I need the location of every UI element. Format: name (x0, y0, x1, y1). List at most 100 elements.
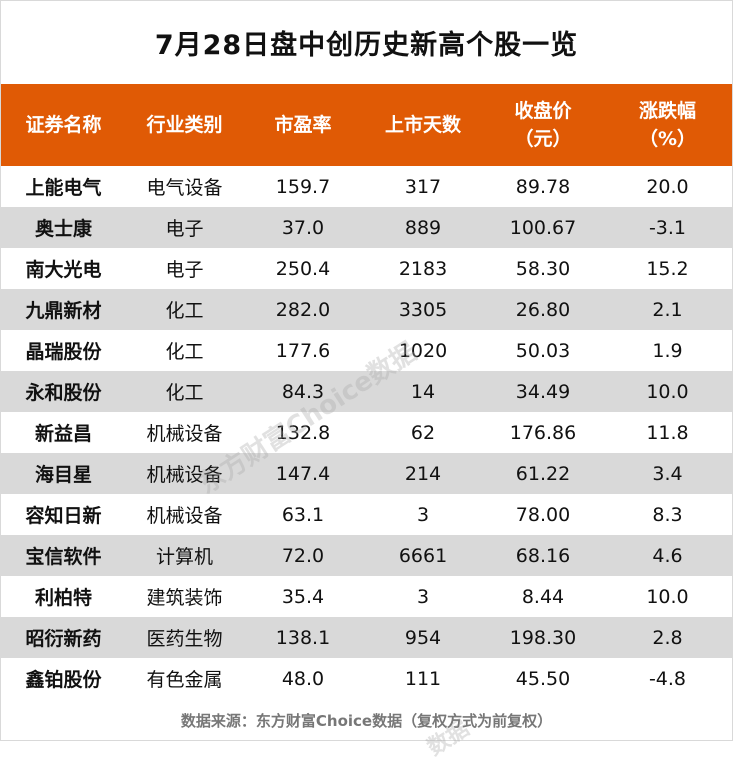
table-cell: 3305 (398, 298, 448, 321)
table-cell: 4.6 (652, 544, 683, 567)
table-cell: 机械设备 (146, 505, 223, 527)
table-cell: 198.30 (509, 626, 577, 649)
table-cell: 954 (404, 626, 442, 649)
table-cell: 机械设备 (146, 423, 223, 445)
table-cell: 89.78 (515, 175, 571, 198)
table-cell: 医药生物 (146, 628, 223, 650)
column-header-label: 涨跌幅 (638, 100, 696, 122)
column-header-unit: （元） (514, 128, 572, 150)
column-header-label: 行业类别 (146, 114, 223, 136)
table-cell: 8.3 (652, 503, 683, 526)
table-cell: 37.0 (281, 216, 325, 239)
table-cell: 2183 (398, 257, 448, 280)
table-cell: 34.49 (515, 380, 571, 403)
table-cell: 176.86 (509, 421, 577, 444)
table-cell: 63.1 (281, 503, 325, 526)
table-cell: 1.9 (652, 339, 683, 362)
column-header: 市盈率 (243, 84, 363, 166)
stock-name-cell: 利柏特 (34, 587, 92, 609)
column-header: 收盘价 （元） (483, 84, 603, 166)
table-cell: 35.4 (281, 585, 325, 608)
table-row: 九鼎新材 化工 282.0 3305 26.80 2.1 (1, 289, 732, 330)
source-note: 数据来源：东方财富Choice数据（复权方式为前复权） (180, 712, 553, 730)
table-cell: 132.8 (275, 421, 331, 444)
column-header-label: 证券名称 (25, 114, 102, 136)
table-cell: 282.0 (275, 298, 331, 321)
table-cell: 化工 (165, 341, 204, 363)
table-cell: 2.1 (652, 298, 683, 321)
table-row: 昭衍新药 医药生物 138.1 954 198.30 2.8 (1, 617, 732, 658)
table-row: 鑫铂股份 有色金属 48.0 111 45.50 -4.8 (1, 658, 732, 699)
table-row: 上能电气 电气设备 159.7 317 89.78 20.0 (1, 166, 732, 207)
column-header: 上市天数 (363, 84, 483, 166)
table-cell: 68.16 (515, 544, 571, 567)
table-cell: 62 (410, 421, 436, 444)
table-cell: 1020 (398, 339, 448, 362)
table-cell: 6661 (398, 544, 448, 567)
table-cell: 化工 (165, 300, 204, 322)
column-header-unit: （%） (638, 128, 697, 150)
table-cell: 45.50 (515, 667, 571, 690)
stock-name-cell: 晶瑞股份 (25, 341, 102, 363)
column-header: 涨跌幅 （%） (603, 84, 732, 166)
table-row: 新益昌 机械设备 132.8 62 176.86 11.8 (1, 412, 732, 453)
table-cell: 3.4 (652, 462, 683, 485)
table-cell: 2.8 (652, 626, 683, 649)
stock-name-cell: 奥士康 (34, 218, 92, 240)
table-cell: 10.0 (646, 585, 689, 608)
stock-name-cell: 宝信软件 (25, 546, 102, 568)
table-body: 上能电气 电气设备 159.7 317 89.78 20.0 奥士康 电子 37.0 889 100… (1, 166, 732, 699)
stock-name-cell: 海目星 (34, 464, 92, 486)
table-row: 容知日新 机械设备 63.1 3 78.00 8.3 (1, 494, 732, 535)
table-row: 海目星 机械设备 147.4 214 61.22 3.4 (1, 453, 732, 494)
table-cell: 84.3 (281, 380, 325, 403)
column-header-label: 市盈率 (274, 114, 332, 136)
table-cell: 111 (404, 667, 442, 690)
table-cell: 电子 (165, 218, 204, 240)
stock-table: 证券名称 行业类别 市盈率 上市天数 收盘价 （元） 涨跌幅 （%） 上能电气 电气设备 159.… (1, 84, 732, 699)
stock-name-cell: 容知日新 (25, 505, 102, 527)
stock-name-cell: 新益昌 (34, 423, 92, 445)
table-cell: 14 (410, 380, 436, 403)
table-cell: 计算机 (155, 546, 213, 568)
table-cell: 3 (416, 585, 430, 608)
table-cell: 72.0 (281, 544, 325, 567)
table-cell: 10.0 (646, 380, 689, 403)
stock-name-cell: 九鼎新材 (25, 300, 102, 322)
table-cell: 889 (404, 216, 442, 239)
table-cell: 有色金属 (146, 669, 223, 691)
table-row: 南大光电 电子 250.4 2183 58.30 15.2 (1, 248, 732, 289)
table-cell: 147.4 (275, 462, 331, 485)
column-header-label: 上市天数 (384, 114, 461, 136)
table-cell: 58.30 (515, 257, 571, 280)
table-cell: 机械设备 (146, 464, 223, 486)
table-cell: 11.8 (646, 421, 689, 444)
table-row: 晶瑞股份 化工 177.6 1020 50.03 1.9 (1, 330, 732, 371)
stock-name-cell: 鑫铂股份 (25, 669, 102, 691)
stock-name-cell: 永和股份 (25, 382, 102, 404)
table-cell: 电气设备 (146, 177, 223, 199)
column-header-label: 收盘价 (514, 100, 572, 122)
column-header: 证券名称 (1, 84, 126, 166)
table-cell: 159.7 (275, 175, 331, 198)
table-cell: 100.67 (509, 216, 577, 239)
table-cell: 电子 (165, 259, 204, 281)
table-cell: 61.22 (515, 462, 571, 485)
table-row: 宝信软件 计算机 72.0 6661 68.16 4.6 (1, 535, 732, 576)
table-cell: 化工 (165, 382, 204, 404)
table-cell: 138.1 (275, 626, 331, 649)
table-row: 奥士康 电子 37.0 889 100.67 -3.1 (1, 207, 732, 248)
stock-name-cell: 南大光电 (25, 259, 102, 281)
table-row: 永和股份 化工 84.3 14 34.49 10.0 (1, 371, 732, 412)
table-cell: 8.44 (521, 585, 565, 608)
table-cell: 317 (404, 175, 442, 198)
table-cell: 建筑装饰 (146, 587, 223, 609)
table-cell: 20.0 (646, 175, 689, 198)
column-header: 行业类别 (126, 84, 243, 166)
page-title: 7月28日盘中创历史新高个股一览 (154, 29, 579, 61)
stock-name-cell: 上能电气 (25, 177, 102, 199)
table-row: 利柏特 建筑装饰 35.4 3 8.44 10.0 (1, 576, 732, 617)
table-cell: 50.03 (515, 339, 571, 362)
table-cell: -4.8 (648, 667, 687, 690)
table-header-row: 证券名称 行业类别 市盈率 上市天数 收盘价 （元） 涨跌幅 （%） (1, 84, 732, 166)
